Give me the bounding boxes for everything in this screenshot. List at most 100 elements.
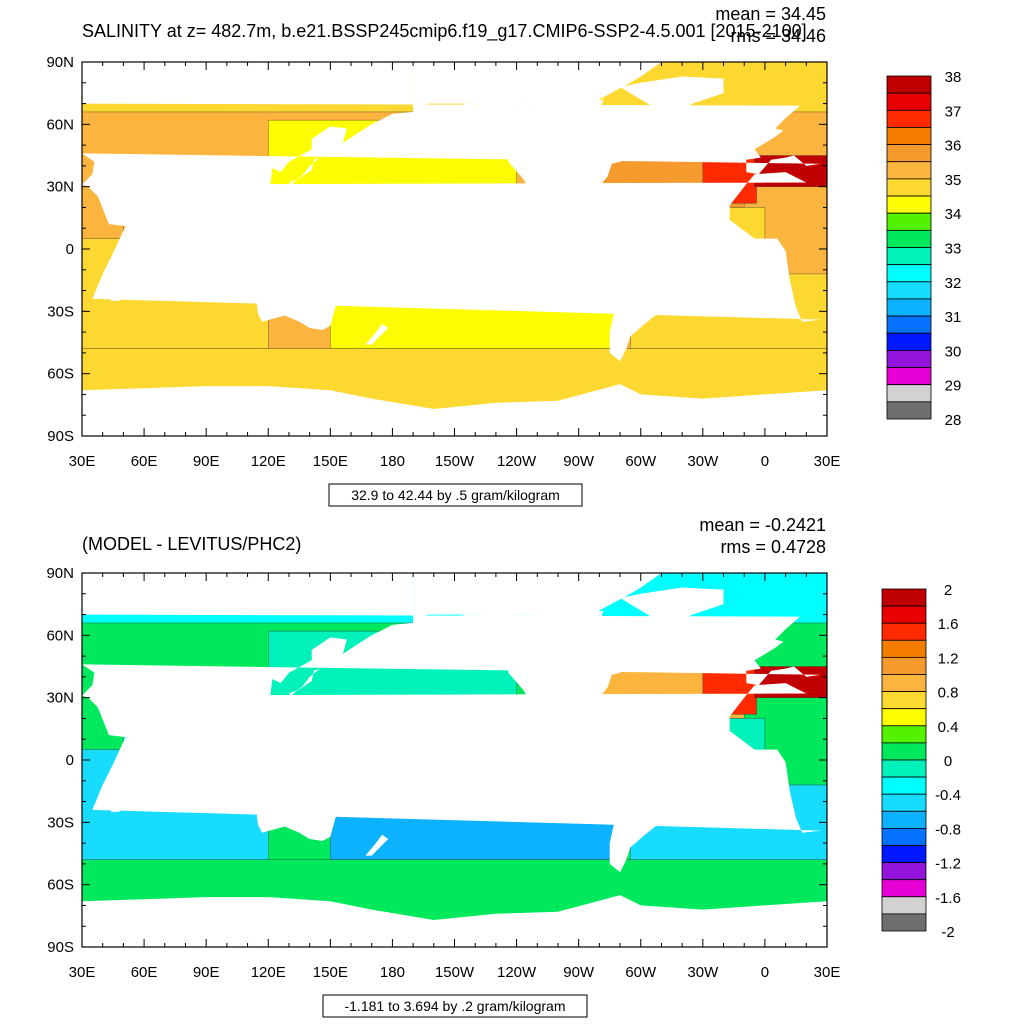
land-indonesia	[216, 747, 331, 781]
y-tick-label: 60N	[46, 627, 74, 644]
colorbar-swatch	[886, 384, 932, 403]
colorbar-swatch	[881, 691, 927, 710]
land-greenland	[620, 587, 724, 636]
map-field	[82, 573, 827, 947]
y-tick-label: 60S	[47, 366, 74, 383]
colorbar-swatch	[881, 879, 927, 898]
colorbar-label: 31	[945, 309, 962, 326]
colorbar-swatch	[881, 793, 927, 812]
colorbar-swatch	[881, 657, 927, 675]
colorbar-swatch	[886, 127, 932, 145]
y-tick-label: 30N	[46, 179, 74, 196]
colorbar-swatch	[886, 178, 932, 197]
range-label: 32.9 to 42.44 by .5 gram/kilogram	[351, 487, 560, 503]
x-tick-label: 0	[761, 964, 769, 981]
colorbar-label: 37	[945, 103, 962, 120]
colorbar-swatch	[886, 144, 932, 163]
colorbar-swatch	[881, 862, 927, 881]
colorbar-swatch	[881, 828, 927, 846]
colorbar-swatch	[886, 195, 932, 214]
land-madagascar	[111, 273, 124, 301]
colorbar-swatch	[886, 264, 932, 283]
colorbar-label: 28	[945, 412, 962, 429]
colorbar-swatch	[886, 229, 932, 248]
salinity-panel: SALINITY at z= 482.7m, b.e21.BSSP245cmip…	[46, 4, 962, 507]
x-tick-label: 120W	[497, 453, 537, 470]
colorbar-swatch	[881, 725, 927, 744]
land-eurasia	[82, 62, 821, 247]
colorbar-label: 34	[945, 206, 962, 223]
panel-title: SALINITY at z= 482.7m, b.e21.BSSP245cmip…	[82, 21, 807, 42]
colorbar-swatch	[881, 896, 927, 915]
y-tick-label: 30S	[47, 303, 74, 320]
y-tick-label: 90S	[47, 939, 74, 956]
colorbar-swatch	[886, 75, 932, 94]
colorbar-swatch	[886, 332, 932, 351]
x-tick-label: 30E	[814, 964, 841, 981]
land-japan	[288, 157, 320, 185]
land-greenland	[620, 76, 724, 125]
colorbar-label: 32	[945, 275, 962, 292]
colorbar-swatch	[881, 674, 927, 693]
y-tick-label: 90N	[46, 54, 74, 71]
colorbar-swatch	[881, 742, 927, 761]
land-newzealand	[365, 834, 389, 856]
land-antarctica	[82, 384, 827, 436]
colorbar-label: -1.2	[935, 856, 961, 873]
x-tick-label: 60W	[625, 964, 657, 981]
land-newzealand	[365, 323, 389, 345]
x-tick-label: 0	[761, 453, 769, 470]
colorbar-label: -2	[941, 924, 954, 941]
x-tick-label: 90E	[193, 964, 220, 981]
colorbar-swatch	[881, 622, 927, 641]
y-tick-label: 90S	[47, 428, 74, 445]
colorbar-swatch	[881, 776, 927, 795]
rms-stat: rms = 34.46	[730, 26, 826, 46]
colorbar-label: 33	[945, 241, 962, 258]
colorbar-label: -0.8	[935, 821, 961, 838]
land-australia	[255, 271, 337, 330]
land-south-america	[597, 737, 693, 873]
colorbar-swatch	[886, 298, 932, 317]
x-tick-label: 60E	[131, 453, 158, 470]
colorbar-swatch	[886, 349, 932, 368]
land-madagascar	[111, 784, 124, 812]
colorbar-swatch	[881, 913, 927, 932]
colorbar-label: 1.2	[938, 650, 959, 667]
land-north-america-main	[429, 610, 649, 744]
colorbar-swatch	[886, 401, 932, 420]
colorbar-swatch	[881, 759, 927, 778]
colorbar-swatch	[886, 281, 932, 300]
colorbar-swatch	[881, 708, 927, 727]
land-north-america-main	[429, 99, 649, 233]
colorbar-swatch	[881, 810, 927, 829]
colorbar-swatch	[881, 639, 927, 658]
colorbar-swatch	[881, 588, 927, 607]
colorbar-label: 36	[945, 138, 962, 155]
y-tick-label: 90N	[46, 565, 74, 582]
land-australia	[255, 782, 337, 841]
x-tick-label: 90W	[563, 453, 595, 470]
x-tick-label: 150E	[313, 964, 348, 981]
rms-stat: rms = 0.4728	[720, 537, 826, 557]
x-tick-label: 90E	[193, 453, 220, 470]
land-japan	[288, 668, 320, 696]
mean-stat: mean = -0.2421	[699, 515, 826, 535]
x-tick-label: 150W	[435, 453, 475, 470]
colorbar-label: 1.6	[938, 616, 959, 633]
panel-title: (MODEL - LEVITUS/PHC2)	[82, 534, 301, 554]
colorbar-label: 29	[945, 378, 962, 395]
colorbar-swatch	[886, 212, 932, 231]
colorbar-label: -1.6	[935, 890, 961, 907]
y-tick-label: 60N	[46, 116, 74, 133]
mean-stat: mean = 34.45	[715, 4, 826, 24]
colorbar-label: 30	[945, 343, 962, 360]
range-label: -1.181 to 3.694 by .2 gram/kilogram	[344, 998, 565, 1014]
x-tick-label: 30W	[687, 964, 719, 981]
colorbar-label: -0.4	[935, 787, 961, 804]
land-uk	[746, 128, 761, 146]
y-tick-label: 60S	[47, 877, 74, 894]
x-tick-label: 30E	[814, 453, 841, 470]
x-tick-label: 150W	[435, 964, 475, 981]
